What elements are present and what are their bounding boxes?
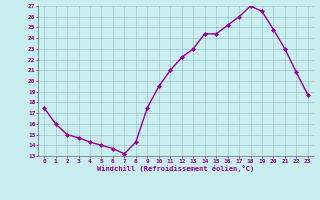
X-axis label: Windchill (Refroidissement éolien,°C): Windchill (Refroidissement éolien,°C) xyxy=(97,165,255,172)
